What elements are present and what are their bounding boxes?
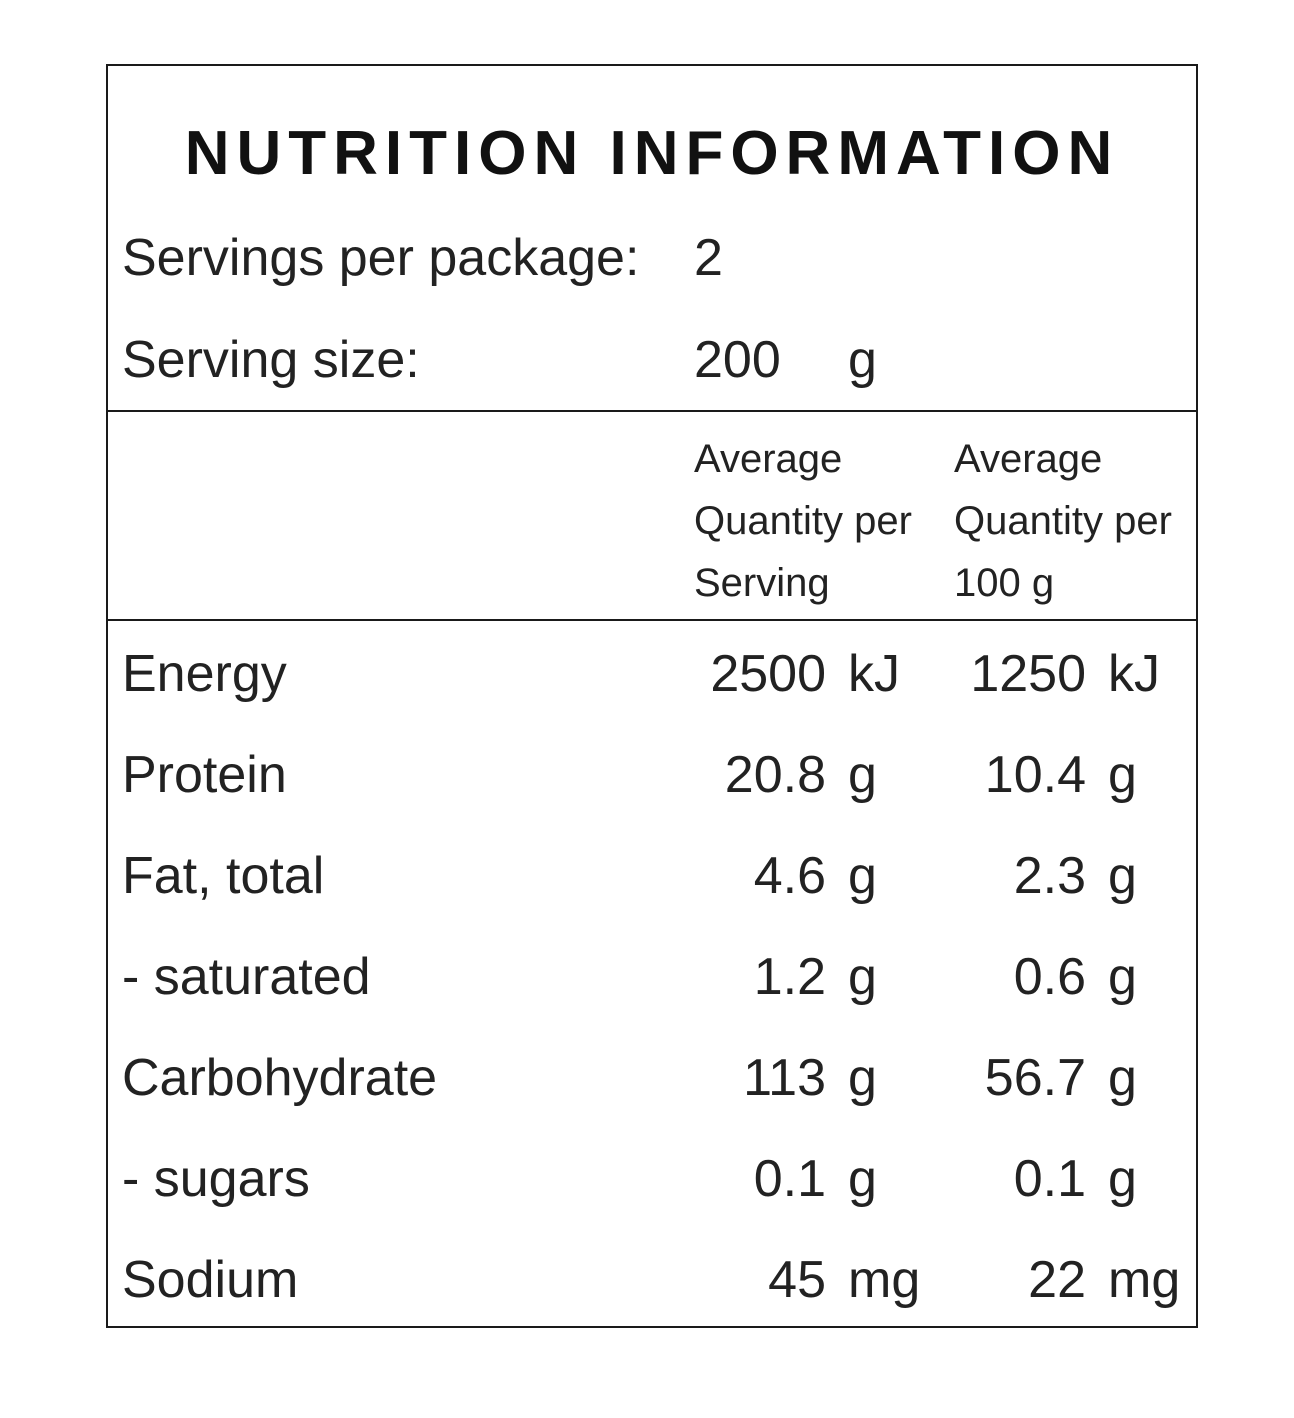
column-header-line: 100 g xyxy=(954,561,1055,605)
column-header-line: Serving xyxy=(694,561,830,605)
divider xyxy=(108,619,1196,621)
column-header-line: Average xyxy=(694,437,843,481)
per-serving-unit: g xyxy=(848,1049,877,1107)
per-100g-unit: kJ xyxy=(1108,645,1160,703)
divider xyxy=(108,410,1196,412)
nutrition-panel: NUTRITION INFORMATION Servings per packa… xyxy=(106,64,1198,1328)
column-header-line: Quantity per xyxy=(954,499,1172,543)
servings-per-package-label: Servings per package: xyxy=(122,229,640,287)
per-serving-unit: g xyxy=(848,948,877,1006)
per-serving-unit: g xyxy=(848,746,877,804)
per-serving-value: 113 xyxy=(743,1049,826,1107)
column-header-line: Average xyxy=(954,437,1103,481)
per-serving-value: 2500 xyxy=(710,645,826,703)
per-100g-unit: g xyxy=(1108,746,1137,804)
column-header-per-serving: Average Quantity per Serving xyxy=(694,428,912,614)
per-100g-value: 1250 xyxy=(970,645,1086,703)
per-serving-value: 4.6 xyxy=(753,847,826,905)
nutrient-name: Protein xyxy=(122,746,287,804)
column-header-per-100g: Average Quantity per 100 g xyxy=(954,428,1172,614)
per-100g-unit: g xyxy=(1108,1049,1137,1107)
panel-title: NUTRITION INFORMATION xyxy=(184,119,1120,188)
per-serving-unit: kJ xyxy=(848,645,900,703)
nutrient-row-fat-total: Fat, total 4.6 g 2.3 g xyxy=(108,846,1196,906)
nutrient-name: - saturated xyxy=(122,948,371,1006)
nutrient-name: Carbohydrate xyxy=(122,1049,438,1107)
serving-size-unit: g xyxy=(848,331,877,389)
nutrient-row-carbohydrate: Carbohydrate 113 g 56.7 g xyxy=(108,1048,1196,1108)
per-100g-value: 10.4 xyxy=(984,746,1086,804)
nutrient-name: Fat, total xyxy=(122,847,325,905)
per-100g-value: 0.6 xyxy=(1013,948,1086,1006)
per-serving-unit: mg xyxy=(848,1251,921,1309)
nutrient-name: Sodium xyxy=(122,1251,299,1309)
serving-size-value: 200 xyxy=(694,331,781,389)
serving-size-label: Serving size: xyxy=(122,331,420,389)
nutrient-name: - sugars xyxy=(122,1150,310,1208)
per-serving-unit: g xyxy=(848,1150,877,1208)
nutrient-row-protein: Protein 20.8 g 10.4 g xyxy=(108,745,1196,805)
per-serving-unit: g xyxy=(848,847,877,905)
column-header-line: Quantity per xyxy=(694,499,912,543)
per-serving-value: 20.8 xyxy=(724,746,826,804)
per-serving-value: 1.2 xyxy=(753,948,826,1006)
nutrient-row-sugars: - sugars 0.1 g 0.1 g xyxy=(108,1149,1196,1209)
per-100g-value: 0.1 xyxy=(1013,1150,1086,1208)
nutrient-name: Energy xyxy=(122,645,287,703)
per-100g-value: 22 xyxy=(1028,1251,1086,1309)
nutrient-row-sodium: Sodium 45 mg 22 mg xyxy=(108,1250,1196,1310)
per-serving-value: 45 xyxy=(768,1251,826,1309)
per-100g-value: 2.3 xyxy=(1013,847,1086,905)
per-serving-value: 0.1 xyxy=(753,1150,826,1208)
per-100g-unit: g xyxy=(1108,847,1137,905)
per-100g-unit: g xyxy=(1108,1150,1137,1208)
servings-per-package-value: 2 xyxy=(694,229,723,287)
nutrient-row-saturated: - saturated 1.2 g 0.6 g xyxy=(108,947,1196,1007)
per-100g-unit: mg xyxy=(1108,1251,1181,1309)
per-100g-unit: g xyxy=(1108,948,1137,1006)
per-100g-value: 56.7 xyxy=(984,1049,1086,1107)
nutrient-row-energy: Energy 2500 kJ 1250 kJ xyxy=(108,644,1196,704)
